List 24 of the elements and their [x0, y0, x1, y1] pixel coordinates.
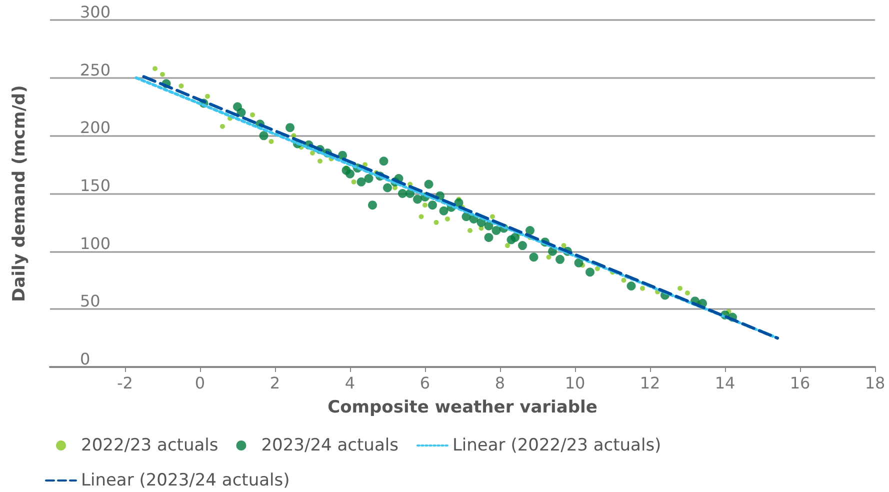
x-tick-label: 8 [494, 374, 506, 392]
y-tick-label: 250 [80, 60, 111, 80]
x-tick-label: 4 [344, 374, 356, 392]
y-tick-label: 150 [80, 176, 111, 195]
x-axis-title: Composite weather variable [328, 398, 598, 418]
y-tick-label: 300 [80, 2, 111, 22]
y-axis-title: Daily demand (mcm/d) [10, 85, 30, 302]
legend-label: Linear (2022/23 actuals) [452, 436, 662, 456]
x-tick-label: 0 [194, 374, 206, 392]
x-tick-label: 16 [790, 374, 810, 392]
y-tick-label: 200 [80, 118, 111, 138]
x-tick-label: 10 [564, 374, 586, 392]
x-tick-label: 2 [270, 374, 280, 392]
y-tick-label: 50 [80, 292, 100, 311]
y-tick-label: 0 [80, 350, 90, 368]
x-tick-label: 14 [714, 374, 736, 392]
x-tick-label: 18 [864, 374, 886, 392]
legend-label: Linear (2023/24 actuals) [81, 470, 290, 490]
legend-label: 2022/23 actuals [81, 436, 218, 456]
legend-label: 2023/24 actuals [261, 436, 399, 456]
x-tick-label: 6 [420, 374, 430, 392]
x-tick-label: 12 [640, 374, 660, 392]
x-tick-label: -2 [117, 374, 133, 392]
y-tick-label: 100 [80, 234, 111, 253]
